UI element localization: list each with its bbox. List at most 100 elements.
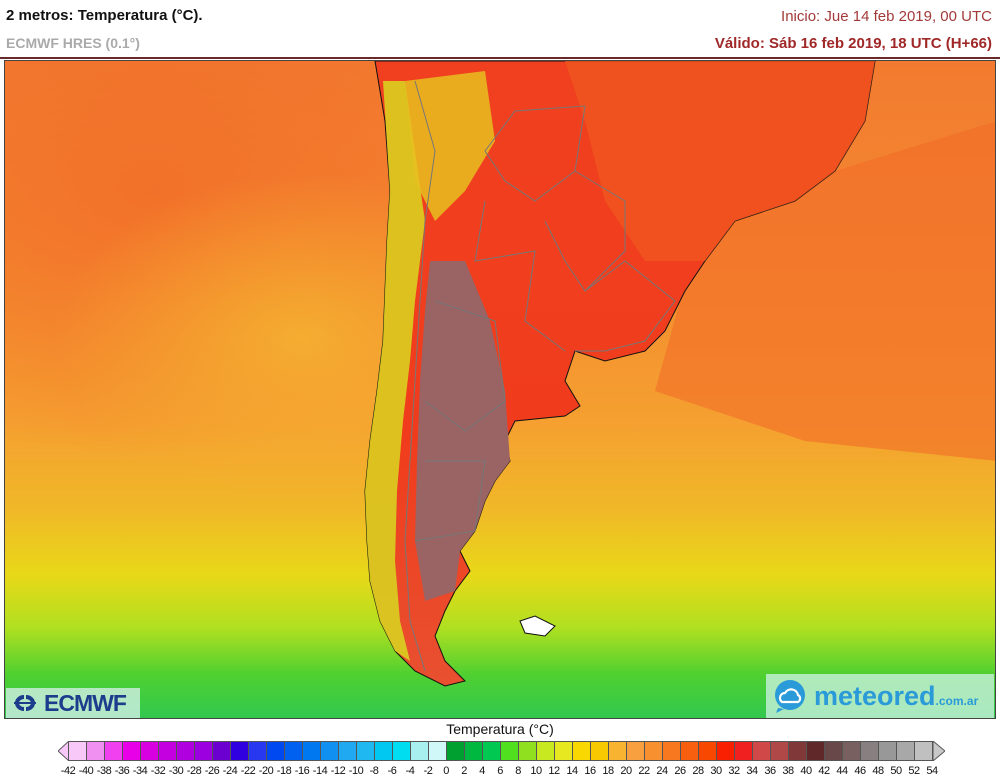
legend-tick-label: -32 (150, 765, 166, 777)
andes-cool-strip (365, 81, 425, 661)
map-title: 2 metros: Temperatura (°C). (6, 7, 203, 24)
legend-tick-label: -24 (222, 765, 238, 777)
country-borders (404, 80, 676, 672)
legend-color-box (915, 742, 932, 760)
ecmwf-emblem-icon (14, 695, 36, 711)
legend-tick-label: 36 (764, 765, 776, 777)
legend-tick-label: 10 (530, 765, 542, 777)
legend-tick-label: 4 (479, 765, 485, 777)
legend-tick-label: 38 (782, 765, 794, 777)
legend-color-box (609, 742, 627, 760)
legend-color-box (879, 742, 897, 760)
ecmwf-logo-text: ECMWF (44, 689, 127, 716)
legend-color-box (465, 742, 483, 760)
legend-title: Temperatura (°C) (446, 721, 554, 737)
brazil-interior (565, 61, 875, 261)
legend-color-box (285, 742, 303, 760)
init-time: Inicio: Jue 14 feb 2019, 00 UTC (781, 8, 992, 25)
patagonia-hot-zone (415, 261, 510, 601)
cloud-sun-icon (775, 680, 805, 713)
legend-tick-label: -26 (204, 765, 220, 777)
legend-color-box (555, 742, 573, 760)
legend-color-box (519, 742, 537, 760)
legend-color-box (375, 742, 393, 760)
legend-color-box (393, 742, 411, 760)
legend-color-box (267, 742, 285, 760)
legend-color-box (123, 742, 141, 760)
legend-color-box (573, 742, 591, 760)
legend-tick-label: 6 (497, 765, 503, 777)
legend-tick-label: -28 (186, 765, 202, 777)
legend-color-box (627, 742, 645, 760)
legend-color-box (501, 742, 519, 760)
legend-tick-label: -10 (348, 765, 364, 777)
legend-color-box (537, 742, 555, 760)
legend-color-box (429, 742, 447, 760)
legend-tick-label: 20 (620, 765, 632, 777)
legend-color-box (807, 742, 825, 760)
legend-color-box (483, 742, 501, 760)
legend-tick-label: -22 (240, 765, 256, 777)
legend-color-box (681, 742, 699, 760)
map-canvas (5, 61, 995, 718)
meteored-domain: .com.ar (935, 694, 979, 708)
temperature-map[interactable] (4, 60, 996, 719)
legend-tick-label: 14 (566, 765, 578, 777)
legend-tick-label: 44 (836, 765, 848, 777)
header-divider (0, 57, 1000, 59)
color-legend (68, 741, 933, 761)
legend-tick-label: 0 (443, 765, 449, 777)
legend-tick-label: -8 (369, 765, 379, 777)
legend-color-box (69, 742, 87, 760)
legend-color-box (717, 742, 735, 760)
legend-color-box (105, 742, 123, 760)
meteored-logo: meteored .com.ar (766, 674, 994, 718)
legend-tick-label: -38 (96, 765, 112, 777)
legend-color-box (321, 742, 339, 760)
legend-tick-label: 52 (908, 765, 920, 777)
legend-tick-label: 8 (515, 765, 521, 777)
legend-tick-label: 24 (656, 765, 668, 777)
legend-tick-label: 22 (638, 765, 650, 777)
legend-tick-label: -12 (330, 765, 346, 777)
legend-tick-label: 54 (926, 765, 938, 777)
legend-color-box (303, 742, 321, 760)
legend-tick-label: 26 (674, 765, 686, 777)
legend-color-box (825, 742, 843, 760)
legend-color-box (843, 742, 861, 760)
legend-color-box (789, 742, 807, 760)
legend-color-box (645, 742, 663, 760)
legend-tick-label: -18 (276, 765, 292, 777)
legend-tick-label: -36 (114, 765, 130, 777)
legend-tick-label: -6 (387, 765, 397, 777)
legend-tick-label: 46 (854, 765, 866, 777)
legend-color-box (177, 742, 195, 760)
legend-color-box (87, 742, 105, 760)
legend-color-box (447, 742, 465, 760)
legend-color-box (213, 742, 231, 760)
falkland-islands (519, 615, 556, 637)
legend-color-box (339, 742, 357, 760)
legend-color-box (735, 742, 753, 760)
legend-tick-label: 2 (461, 765, 467, 777)
legend-color-box (663, 742, 681, 760)
meteored-logo-text: meteored (814, 680, 936, 711)
legend-color-box (141, 742, 159, 760)
legend-tick-label: 50 (890, 765, 902, 777)
legend-color-box (195, 742, 213, 760)
legend-tick-label: 16 (584, 765, 596, 777)
legend-tick-label: -4 (405, 765, 415, 777)
model-name: ECMWF HRES (0.1°) (6, 35, 140, 51)
legend-tick-label: -30 (168, 765, 184, 777)
legend-tick-label: 48 (872, 765, 884, 777)
ecmwf-logo: ECMWF (6, 688, 140, 718)
legend-color-box (699, 742, 717, 760)
legend-color-box (753, 742, 771, 760)
legend-color-box (897, 742, 915, 760)
legend-tick-label: -20 (258, 765, 274, 777)
legend-color-box (159, 742, 177, 760)
legend-overflow-arrow (933, 741, 945, 761)
legend-color-box (357, 742, 375, 760)
legend-underflow-arrow (58, 741, 69, 761)
legend-tick-label: 40 (800, 765, 812, 777)
